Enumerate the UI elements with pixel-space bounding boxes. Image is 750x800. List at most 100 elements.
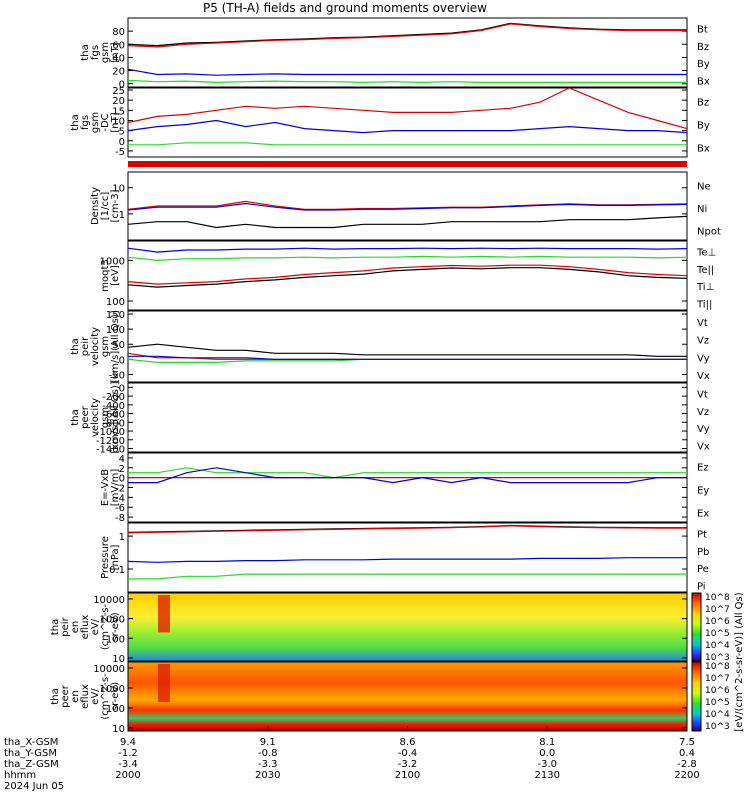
colorbar-tick: 10^3 [705,653,730,663]
y-axis-label: Pressure[nPa] [100,536,121,579]
y-tick-label: -1000 [96,427,125,438]
series-line-Pi [127,557,687,563]
y-tick-label: 10000 [93,595,125,606]
y-tick-label: 4 [119,454,125,465]
spectrogram-image [128,593,687,661]
panel-peer_spec: 10100100010000thapeerenefluxeV/(cm^2-s-s… [50,661,688,735]
series-line-Vx [128,355,687,360]
series-line-Bt [127,22,687,47]
legend-entry: Vx [697,371,710,382]
x-tick-label: 8.1 [539,737,555,748]
panel-peir_spec: 10100100010000thapeirenefluxeV/(cm^2-s-s… [50,592,688,665]
series-line-Ti|| [127,255,688,262]
legend-entry: Te⊥ [696,248,716,259]
colorbar-tick: 10^3 [705,722,730,732]
colorbar-tick: 10^6 [705,617,730,627]
y-axis-label-line: en [70,621,81,634]
y-axis-label: E=-VxB[mV/m] [100,469,121,507]
y-tick-label: -50 [109,370,125,381]
y-tick-label: 10 [112,724,125,735]
x-tick-label: 7.5 [679,737,695,748]
y-tick-label: 1000 [100,256,125,267]
x-tick-label: 2100 [395,770,420,781]
y-tick-label: 5 [119,127,125,138]
y-axis-label-line: tha [70,409,81,425]
y-axis-label-line: fgs [90,45,101,60]
y-axis-label-line: [eV] [110,265,121,286]
y-tick-label: -1200 [96,436,125,447]
y-axis-label-line: [nT] [110,42,121,62]
colorbar-tick: 10^5 [705,629,730,639]
colorbar-bottom [691,661,702,732]
series-line-Ex [128,467,687,484]
legend-entry: Bx [697,76,710,87]
series-line-Te⊥ [127,264,688,285]
x-row-label: hhmm [4,770,36,781]
y-tick-label: 20 [112,96,125,107]
legend-entry: Pt [697,530,707,541]
x-tick-label: 2200 [674,770,699,781]
panel-frame [127,240,688,311]
y-tick-label: 20 [112,67,125,78]
legend-entry: Ti⊥ [696,282,714,293]
y-tick-label: 100 [106,704,125,715]
panel-peir_velocity: -50050100150thapeirvelocitygsm[km/s](All… [70,310,710,383]
legend-entry: Vz [697,336,709,347]
y-tick-label: -800 [102,418,125,429]
y-axis-label-line: tha [70,114,81,130]
y-axis-label-line: [cm-3] [110,189,121,222]
colorbar-label: [eV/(cm^2-s-sr-eV)] (All Qs) [734,592,745,731]
series-line-Npot [127,202,688,211]
colorbar-tick: 10^6 [705,686,730,696]
y-tick-label: 10000 [93,664,125,675]
y-tick-label: 0 [119,474,125,485]
y-axis-label-line: -DC [100,113,111,131]
y-axis-label-line: Density [90,187,101,225]
legend-entry: Bt [697,25,708,36]
x-tick-label: 2130 [535,770,560,781]
y-tick-label: -400 [102,401,125,412]
series-line-Te|| [127,267,688,288]
y-tick-label: 10 [112,116,125,127]
colorbar-tick: 10^7 [705,605,730,615]
panel-efield: -8-6-4-2024 E=-VxB[mV/m] Ez Ey Ex [100,452,709,524]
x-row-label: tha_Y-GSM [4,748,57,759]
y-axis-label-line: moqt3 [100,259,111,292]
y-axis-label-line: [nPa] [110,544,121,570]
legend-entry: Pe [697,564,709,575]
legend-entry: Te|| [696,265,714,276]
y-axis-label-line: eV/ [90,618,101,635]
series-line-Bz [127,23,687,48]
colorbar-tick: 10^8 [705,593,730,603]
legend-entry: Ne [697,181,711,192]
legend-entry: Vx [697,441,710,452]
series-line-Bx [127,119,688,134]
x-tick-label: 9.4 [120,737,136,748]
panel-frame [127,310,688,383]
y-axis-label-line: peer [80,405,91,429]
red-status-bar [128,161,687,167]
panel-fgs_all: 0 20 40 60 80 thafgsgsm[nT] Bt Bz By Bx [80,17,710,91]
y-tick-label: 0 [119,383,125,394]
x-tick-label: -0.4 [398,748,418,759]
y-tick-label: 25 [112,86,125,97]
y-tick-label: 60 [112,40,125,51]
x-tick-label: 0.0 [539,748,555,759]
y-axis-label-line: gsm [100,407,111,428]
y-axis-label-line: [km/s](All Qs)] [110,381,121,453]
y-axis-label-line: [km/s](All Qs)] [110,310,121,382]
y-axis-label-line: peer [60,684,71,708]
y-tick-label: 0.1 [109,565,125,576]
y-axis-label-line: tha [50,619,61,635]
series-line-Ni [127,215,688,229]
y-axis-label-line: tha [80,44,91,60]
y-tick-label: 100 [106,297,125,308]
y-tick-label: 1000 [100,684,125,695]
x-tick-label: -2.8 [677,759,697,770]
panel-frame [127,592,688,662]
x-tick-label: -3.2 [398,759,418,770]
y-tick-label: 0 [119,80,125,91]
